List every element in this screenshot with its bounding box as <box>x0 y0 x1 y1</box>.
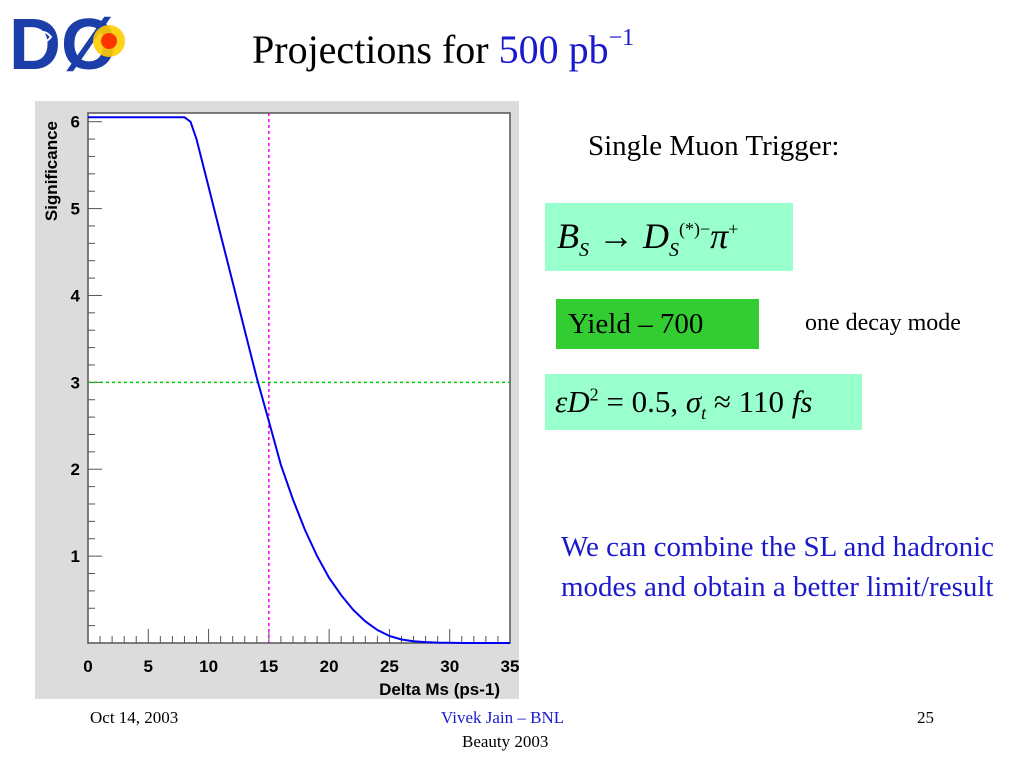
y-tick-label: 3 <box>71 373 80 392</box>
significance-chart: 0 5 10 15 20 25 30 35 1 2 3 4 5 6 Delta Ms (ps-1) Signi… <box>42 112 519 699</box>
decay-d-sub: S <box>669 239 679 262</box>
yield-label: Yield – 700 <box>568 308 704 340</box>
slide-title: Projections for 500 pb−1 <box>252 24 635 73</box>
title-unit: pb <box>568 27 609 72</box>
footer-author: Vivek Jain – BNL <box>441 708 565 727</box>
x-tick-label: 25 <box>380 657 399 676</box>
decay-b: B <box>557 216 579 256</box>
decay-pi: π <box>710 216 729 256</box>
param-eps-d-sup: 2 <box>589 384 599 405</box>
title-main: Projections for <box>252 27 489 72</box>
params-formula-box: εD2 = 0.5, σt ≈ 110 fs <box>545 374 862 430</box>
x-tick-label: 10 <box>199 657 218 676</box>
combine-note: We can combine the SL and hadronic modes… <box>561 531 995 603</box>
title-value: 500 <box>498 27 559 72</box>
y-tick-label: 2 <box>71 460 80 479</box>
plot-area <box>87 112 511 644</box>
trigger-label: Single Muon Trigger: <box>588 130 840 162</box>
footer-date: Oct 14, 2003 <box>90 708 179 727</box>
x-axis-title: Delta Ms (ps-1) <box>379 680 500 699</box>
x-tick-label: 20 <box>320 657 339 676</box>
x-tick-label: 5 <box>144 657 153 676</box>
decay-arrow: → <box>598 216 634 256</box>
yield-note: one decay mode <box>805 310 961 336</box>
x-tick-label: 15 <box>259 657 278 676</box>
title-exponent: −1 <box>608 24 635 51</box>
param-sigma: σ <box>685 384 702 419</box>
plot-frame: 0 5 10 15 20 25 30 35 1 2 3 4 5 6 Delta Ms (ps-1) Signi… <box>35 101 519 699</box>
param-sigma-sub: t <box>701 403 707 424</box>
decay-b-sub: S <box>579 239 589 262</box>
decay-formula-box: BS → DS(*)−π+ <box>545 203 793 271</box>
x-tick-label: 0 <box>83 657 92 676</box>
y-tick-label: 5 <box>71 200 80 219</box>
yield-box: Yield – 700 <box>556 299 759 349</box>
footer-page-number: 25 <box>917 708 934 727</box>
decay-d-sup: (*)− <box>679 219 711 239</box>
param-fs: fs <box>791 384 813 419</box>
decay-d: D <box>643 216 669 256</box>
x-tick-label: 30 <box>440 657 459 676</box>
significance-curve <box>88 116 510 644</box>
param-eq: = 0.5, <box>606 384 679 419</box>
param-approx: ≈ 110 <box>713 384 785 419</box>
footer-conference: Beauty 2003 <box>462 732 549 751</box>
y-axis-title: Significance <box>42 121 61 221</box>
decay-pi-sup: + <box>728 219 739 239</box>
y-tick-label: 6 <box>71 113 80 132</box>
y-tick-label: 4 <box>71 286 81 305</box>
y-tick-label: 1 <box>71 547 80 566</box>
param-eps-d: εD <box>555 384 590 419</box>
x-tick-label: 35 <box>501 657 519 676</box>
d0-logo: DØ <box>5 3 155 79</box>
